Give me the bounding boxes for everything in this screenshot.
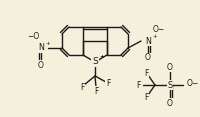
Text: S: S — [92, 57, 97, 66]
Text: −O: −O — [27, 32, 39, 41]
Text: +: + — [99, 54, 104, 59]
Text: S: S — [167, 80, 172, 90]
Text: F: F — [79, 82, 84, 91]
Text: O: O — [166, 62, 172, 71]
Text: O: O — [166, 99, 172, 108]
Text: F: F — [143, 93, 147, 102]
Text: N: N — [144, 37, 150, 46]
Text: O−: O− — [152, 25, 164, 34]
Text: O: O — [38, 60, 44, 69]
Text: O−: O− — [186, 79, 198, 88]
Text: +: + — [45, 41, 50, 46]
Text: F: F — [105, 79, 110, 88]
Text: O: O — [144, 53, 150, 62]
Text: F: F — [135, 80, 139, 90]
Text: F: F — [143, 68, 147, 77]
Text: N: N — [38, 44, 44, 53]
Text: F: F — [93, 86, 98, 95]
Text: +: + — [151, 34, 156, 39]
